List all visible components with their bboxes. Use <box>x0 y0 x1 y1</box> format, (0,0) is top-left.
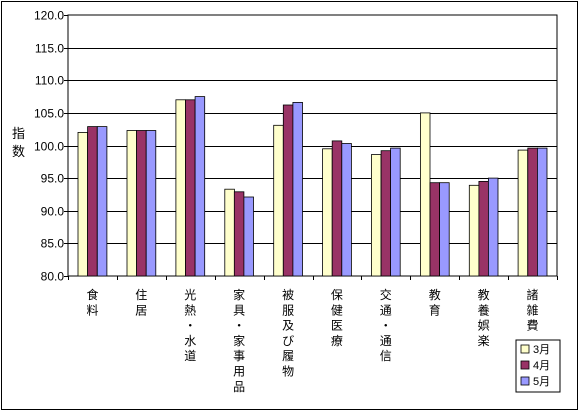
bar <box>322 148 333 277</box>
bar <box>273 124 284 277</box>
bar <box>517 149 529 277</box>
y-tick-label: 110.0 <box>35 74 64 88</box>
bar <box>233 191 245 277</box>
bar <box>224 188 235 277</box>
legend-swatch <box>520 344 530 354</box>
category-labels: 食料 住居 光熱・水道 家具・家事用品 被服及び履物 保健医療 交通・通信 教育 教養娯楽 諸雑費 <box>86 287 538 394</box>
y-tick-label: 120.0 <box>34 9 64 23</box>
legend-label: 5月 <box>533 376 550 388</box>
legend-label: 4月 <box>533 360 550 372</box>
bar <box>126 130 138 277</box>
legend-swatch <box>520 376 530 386</box>
y-tick-label: 85.0 <box>41 237 65 251</box>
y-tick-label: 105.0 <box>34 107 64 121</box>
bar <box>419 112 431 277</box>
category-label: 交通・通信 <box>380 287 392 363</box>
y-tick-label: 80.0 <box>41 270 65 284</box>
bar <box>390 147 401 277</box>
bar <box>380 150 392 277</box>
bar <box>537 147 548 277</box>
axes <box>68 276 558 280</box>
legend-swatch <box>520 360 530 370</box>
bar <box>439 182 450 277</box>
y-axis-label-char-2: 数 <box>12 145 25 160</box>
bar <box>185 99 196 277</box>
y-tick-label: 115.0 <box>35 42 64 56</box>
bar <box>145 130 157 277</box>
category-label: 食料 <box>86 287 98 317</box>
bar <box>77 131 89 277</box>
bar <box>243 196 254 277</box>
bar <box>487 177 499 277</box>
y-tick-label: 100.0 <box>34 140 64 154</box>
category-label: 教養娯楽 <box>478 287 490 348</box>
legend: 3月 4月 5月 <box>515 339 561 393</box>
category-label: 被服及び履物 <box>282 288 294 379</box>
category-label: 保健医療 <box>331 288 343 348</box>
bar <box>341 143 352 277</box>
bar <box>527 147 538 277</box>
bar <box>370 154 382 277</box>
y-axis-ticks: 80.0 85.0 90.0 95.0 100.0 105.0 110.0 115.0 120.… <box>34 9 68 284</box>
bar <box>292 102 303 277</box>
bars <box>77 96 548 277</box>
category-label: 諸雑費 <box>526 287 538 333</box>
bar <box>478 180 489 277</box>
bar <box>96 126 108 277</box>
bar <box>87 126 98 277</box>
y-axis-label-char-1: 指 <box>12 127 25 142</box>
category-label: 教育 <box>429 287 441 317</box>
bar <box>468 184 480 277</box>
bar <box>331 140 343 277</box>
category-label: 住居 <box>135 288 147 317</box>
bar <box>136 130 147 277</box>
y-tick-label: 95.0 <box>41 172 65 186</box>
bar <box>175 99 186 277</box>
bar <box>194 96 206 277</box>
bar <box>429 182 441 277</box>
y-tick-label: 90.0 <box>41 205 65 219</box>
bar <box>282 104 294 277</box>
category-label: 光熱・水道 <box>184 288 196 363</box>
category-label: 家具・家事用品 <box>233 287 245 394</box>
legend-label: 3月 <box>533 344 550 356</box>
